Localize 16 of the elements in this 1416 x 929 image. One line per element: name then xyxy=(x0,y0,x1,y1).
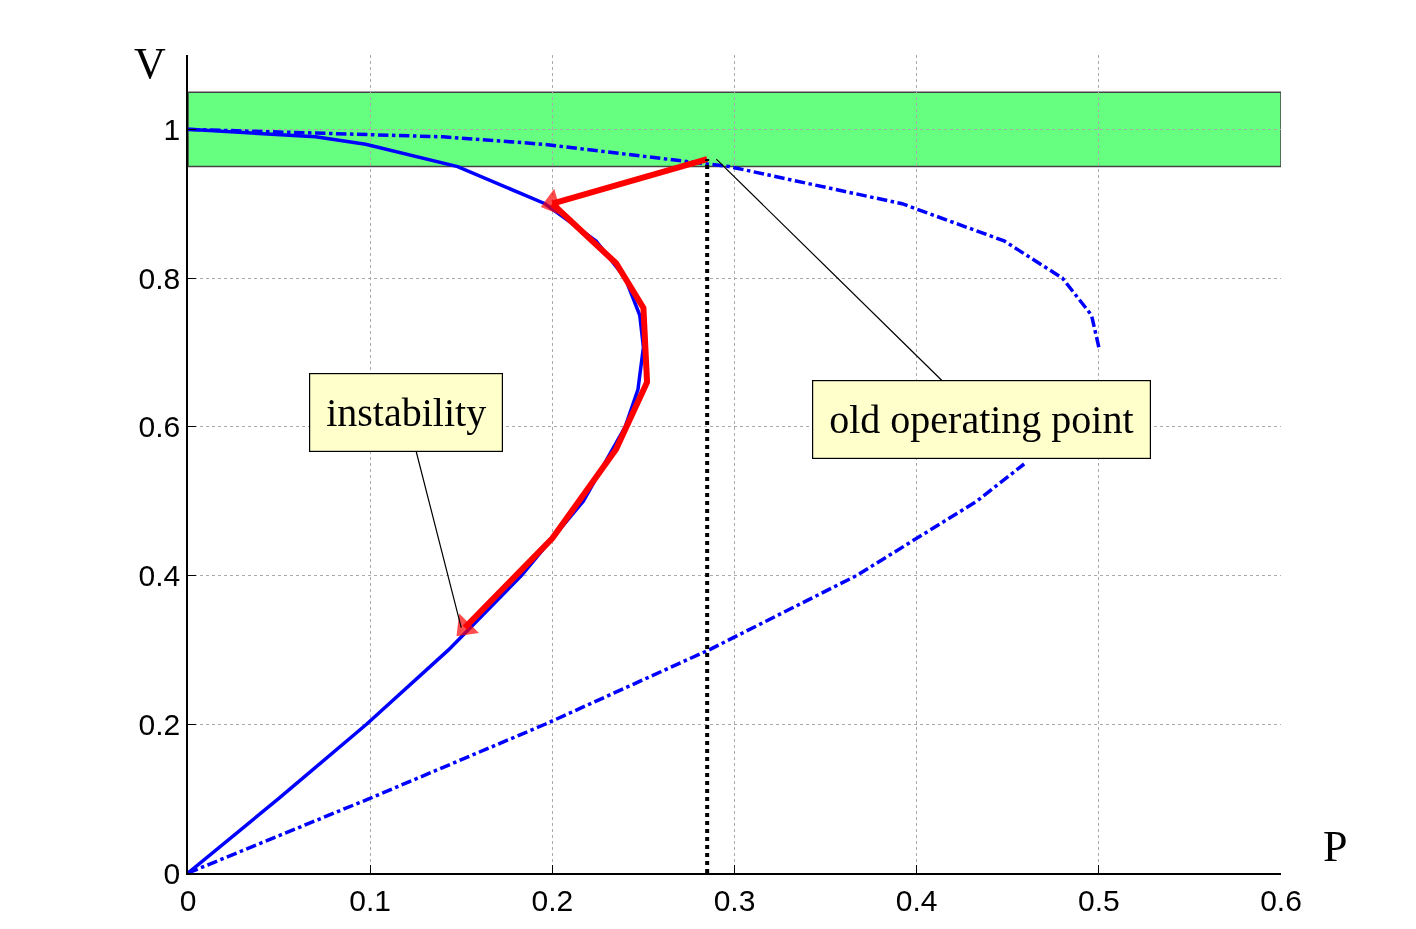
y-tick-label: 0 xyxy=(163,856,181,890)
x-axis-title: P xyxy=(1323,822,1348,871)
x-tick-label: 0.4 xyxy=(895,883,938,917)
annotation: instability xyxy=(326,390,487,436)
x-tick-label: 0.1 xyxy=(349,883,392,917)
x-tick-label: 0.6 xyxy=(1260,883,1302,917)
x-tick-label: 0.3 xyxy=(713,883,756,917)
x-tick-label: 0.5 xyxy=(1077,883,1120,917)
x-tick-label: 0.2 xyxy=(531,883,574,917)
y-tick-label: 0.4 xyxy=(138,559,181,593)
annotation: old operating point xyxy=(829,397,1134,443)
y-tick-label: 0.6 xyxy=(138,410,181,444)
y-axis-title: V xyxy=(134,39,166,88)
y-tick-label: 0.2 xyxy=(138,707,181,741)
y-tick-label: 1 xyxy=(163,112,181,146)
y-tick-label: 0.8 xyxy=(138,261,181,295)
